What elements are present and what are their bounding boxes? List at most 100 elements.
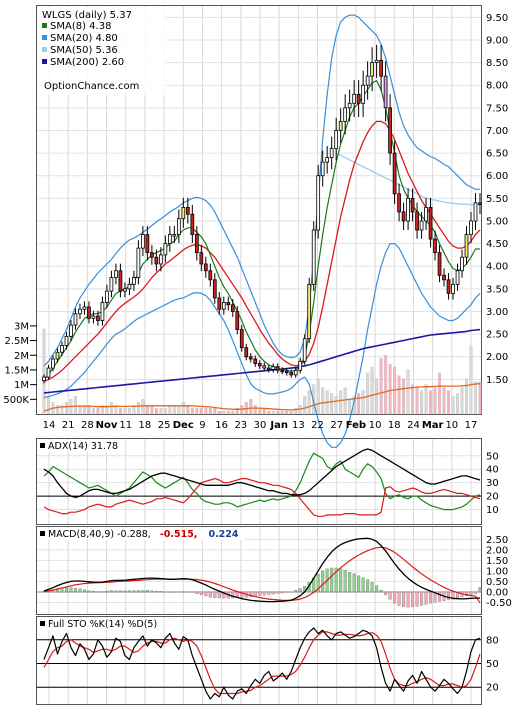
adx-line [43, 448, 481, 499]
volume-bar [190, 407, 194, 415]
volume-ma-line [43, 383, 481, 412]
macd-histogram-bar [289, 591, 293, 593]
macd-histogram-bar [100, 591, 104, 593]
volume-bar [235, 407, 239, 415]
x-tick-label: 16 [215, 420, 228, 431]
candle-body [437, 252, 442, 276]
candle-body [401, 211, 406, 222]
legend-label-sma200: SMA(200) 2.60 [50, 57, 124, 68]
adx-tick-label: 40 [486, 465, 499, 476]
x-tick-label: 14 [43, 420, 56, 431]
macd-histogram-bar [316, 573, 320, 593]
macd-histogram-bar [118, 590, 122, 593]
volume-bar [316, 378, 320, 415]
candle-body [311, 229, 316, 285]
price-tick-label: 9.00 [486, 35, 508, 46]
macd-histogram-bar [127, 590, 131, 593]
adx-tick-label: 50 [486, 451, 499, 462]
sto-panel-frame [36, 616, 482, 705]
volume-bar [469, 346, 473, 415]
macd-histogram-bar [73, 588, 77, 593]
macd-signal-line [43, 546, 481, 604]
candle-body [419, 220, 424, 231]
x-tick-label: Dec [173, 420, 194, 431]
macd-histogram-bar [154, 590, 158, 593]
macd-histogram-bar [181, 591, 185, 593]
candle-body [473, 202, 478, 222]
volume-bar [294, 407, 298, 415]
volume-bar [465, 378, 469, 415]
price-tick-label: 5.00 [486, 216, 508, 227]
adx-panel-frame [36, 438, 482, 525]
macd-histogram-bar [343, 570, 347, 593]
candle-body [370, 62, 374, 77]
volume-bar [105, 405, 109, 415]
macd-histogram-bar [370, 582, 374, 593]
candle-body [127, 283, 132, 290]
candle-body [478, 202, 482, 205]
macd-label: MACD(8,40,9) -0.288, -0.515, 0.224 [38, 528, 244, 540]
volume-bar [276, 410, 280, 415]
x-tick-label: 11 [119, 420, 132, 431]
candle-body [73, 313, 78, 326]
volume-bar [330, 393, 334, 415]
x-tick-label: 28 [81, 420, 94, 431]
volume-bar [109, 402, 113, 415]
candle-body [114, 270, 118, 278]
volume-bar [78, 405, 82, 415]
volume-bar [136, 402, 140, 415]
macd-histogram-bar [298, 588, 302, 593]
volume-bar [46, 396, 50, 415]
volume-tick-label: 1M [14, 380, 29, 391]
volume-bar [181, 402, 185, 415]
volume-bar [357, 393, 361, 415]
macd-histogram-bar [267, 591, 271, 595]
volume-bar [424, 384, 428, 415]
legend-swatch-sma8 [42, 23, 47, 28]
adx-label: ADX(14) 31.78 [38, 440, 120, 452]
candle-body [87, 306, 91, 319]
macd-histogram-bar [352, 573, 356, 593]
volume-bar [55, 405, 59, 415]
candle-body [320, 161, 325, 177]
macd-histogram-bar [186, 591, 190, 593]
macd-histogram-bar [397, 591, 401, 606]
macd-histogram-bar [159, 591, 163, 593]
candle-body [194, 234, 199, 254]
macd-tick-label: 1.00 [486, 566, 508, 577]
price-tick-label: 2.00 [486, 352, 508, 363]
macd-histogram-bar [217, 591, 221, 599]
macd-histogram-bar [339, 568, 343, 593]
candle-body [154, 256, 159, 265]
volume-bar [208, 407, 212, 415]
volume-bar [222, 410, 226, 415]
macd-histogram-bar [222, 591, 226, 599]
volume-bar [168, 405, 172, 415]
candle-body [253, 358, 258, 364]
legend-label-sma8: SMA(8) 4.38 [50, 21, 111, 32]
volume-bar [231, 410, 235, 415]
volume-bar [280, 410, 284, 415]
price-tick-label: 9.50 [486, 13, 508, 24]
macd-tick-label: 2.00 [486, 545, 508, 556]
grid-lines [37, 6, 481, 704]
macd-histogram-bar [195, 591, 199, 594]
x-tick-label: Nov [96, 420, 118, 431]
candle-body [239, 329, 244, 349]
price-tick-label: 4.00 [486, 262, 508, 273]
macd-label-text: MACD(8,40,9) -0.288, -0.515, 0.224 [48, 529, 239, 540]
volume-bar [375, 378, 379, 415]
adx-label-text: ADX(14) 31.78 [48, 441, 118, 452]
plus-di-line [43, 452, 481, 511]
candle-body [235, 311, 240, 330]
price-tick-label: 7.00 [486, 126, 508, 137]
candle-body [217, 297, 222, 310]
volume-bar [82, 405, 86, 415]
volume-bar [114, 405, 118, 415]
volume-bar [145, 405, 149, 415]
candle-body [212, 279, 217, 299]
candle-body [123, 288, 127, 292]
volume-tick-label: 3M [14, 321, 29, 332]
volume-bar [159, 407, 163, 415]
candle-body [338, 121, 343, 131]
